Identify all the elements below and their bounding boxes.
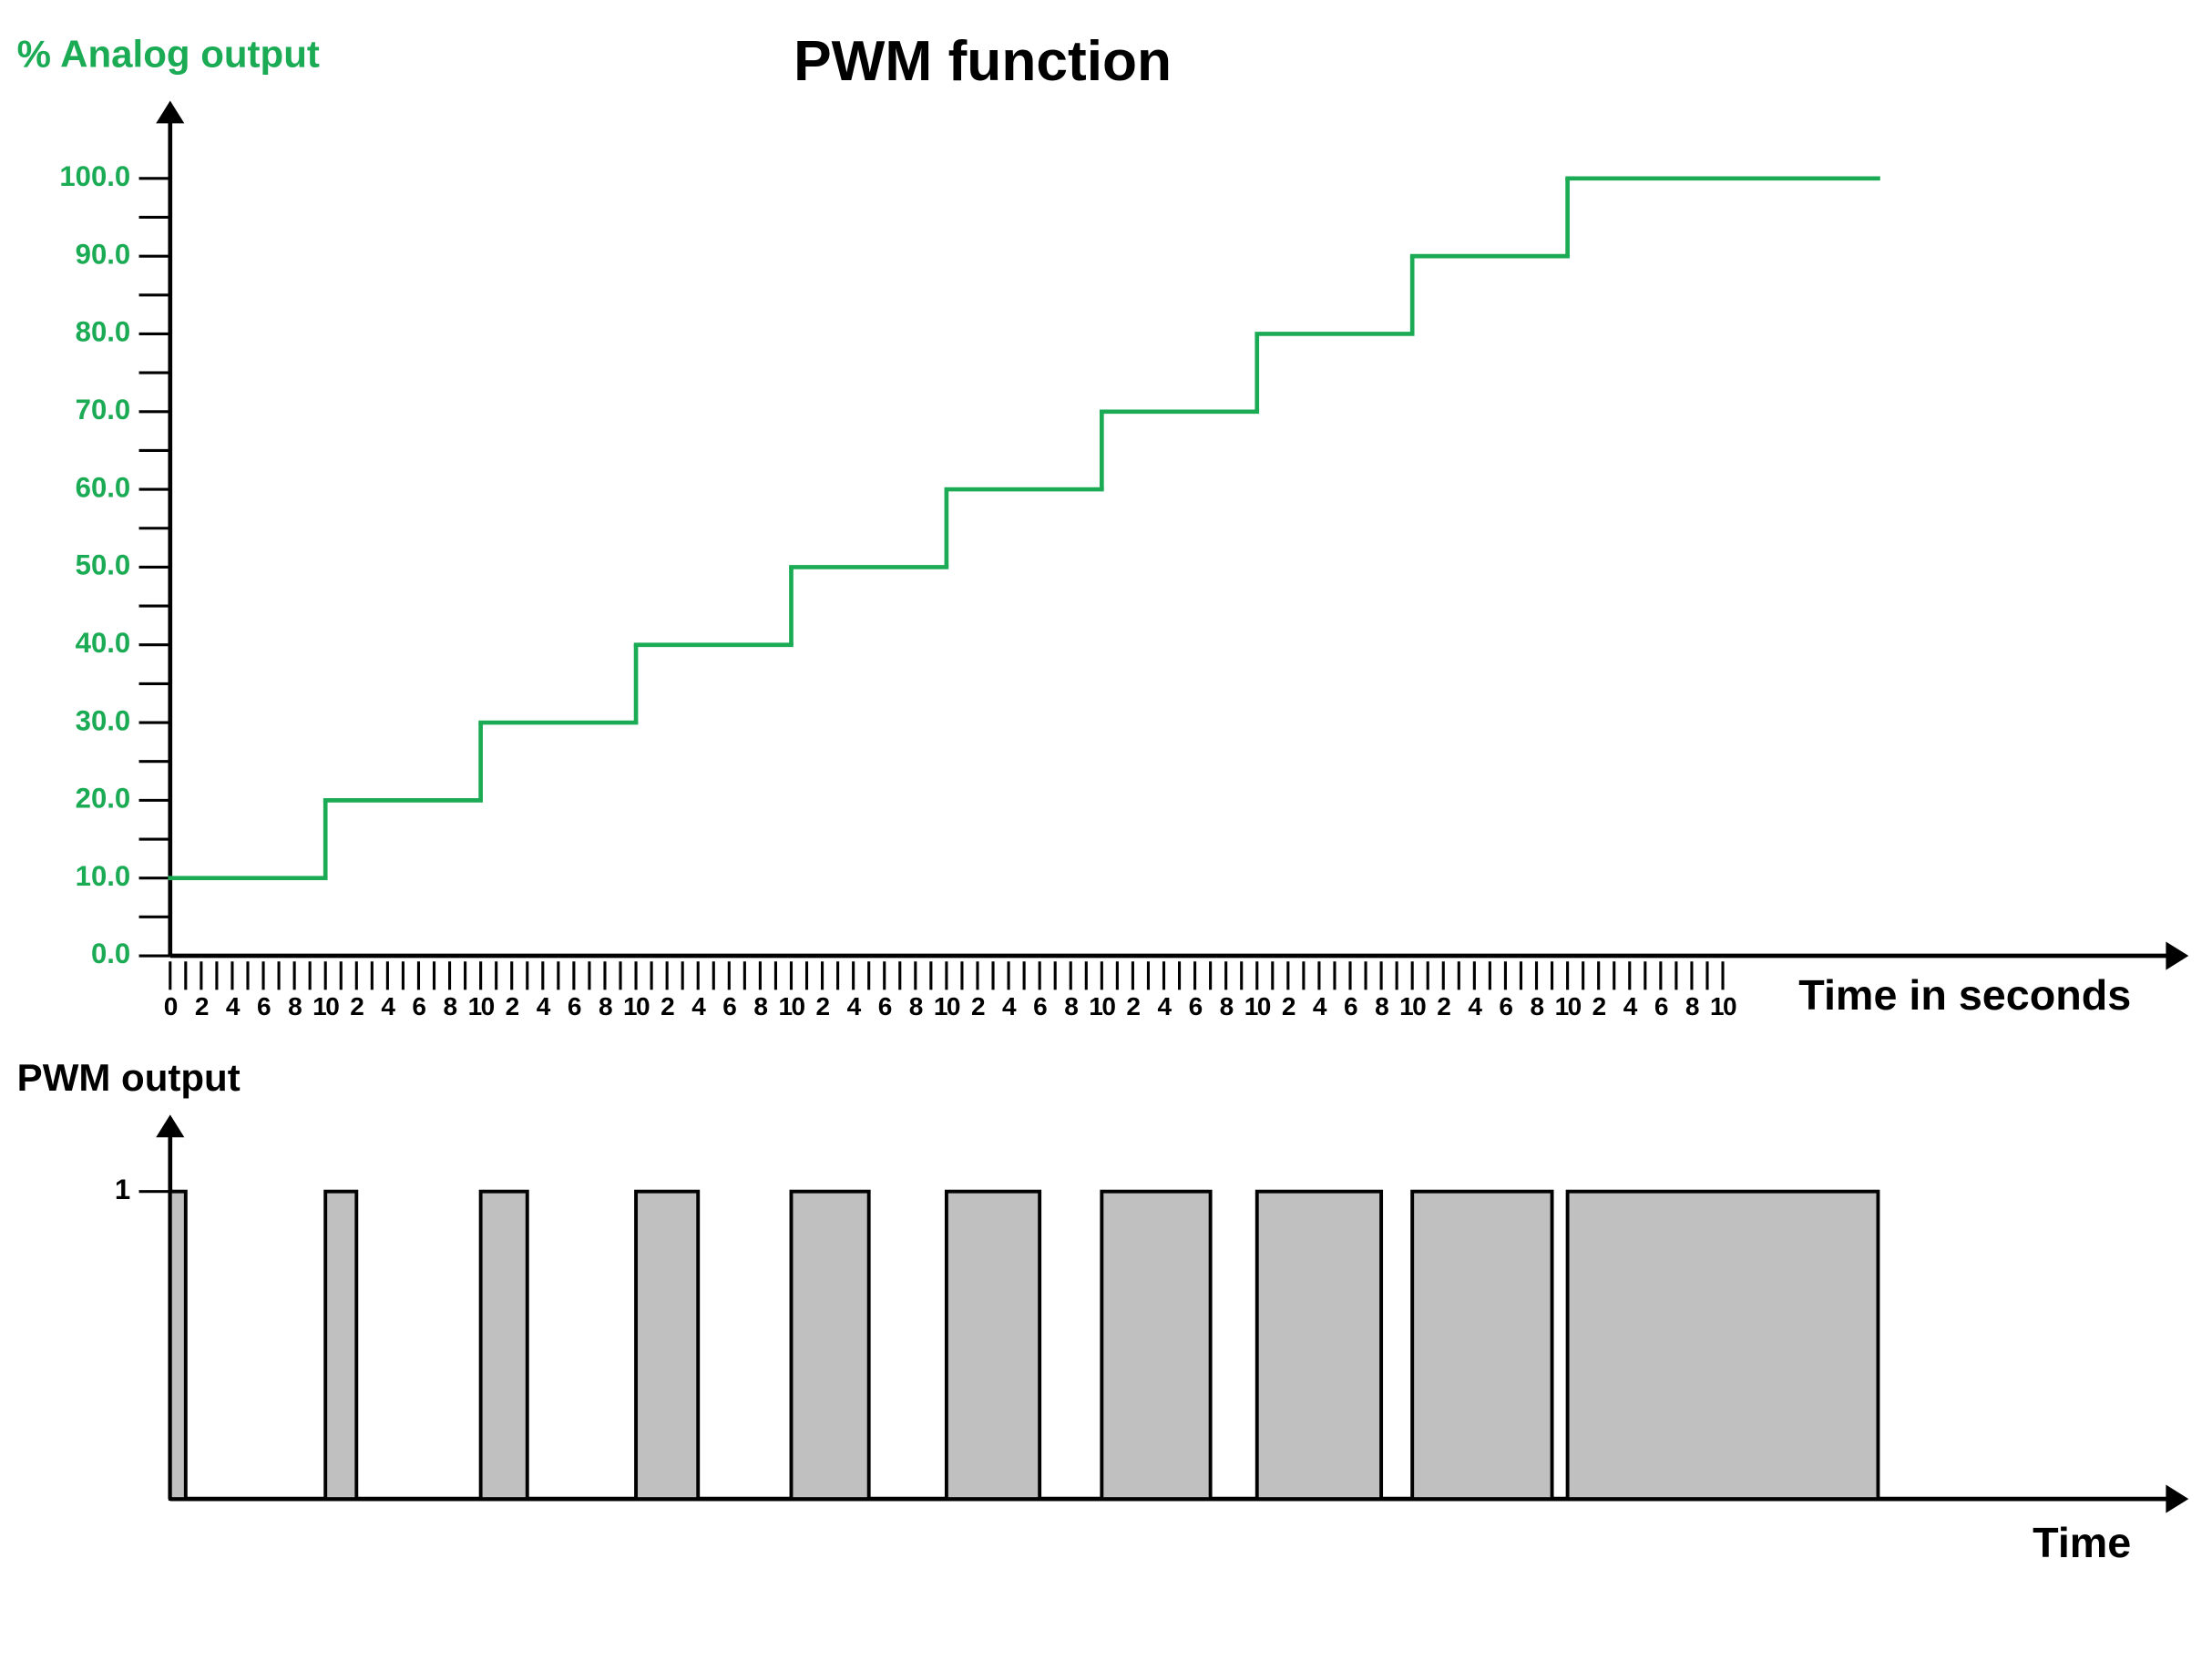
- y-tick-label: 100.0: [59, 160, 130, 192]
- pulse: [944, 1189, 1042, 1502]
- x-tick-label: 4: [226, 992, 241, 1020]
- x-tick-label: 2: [195, 992, 209, 1020]
- pulse: [1100, 1189, 1213, 1502]
- x-tick-label: 6: [1033, 992, 1047, 1020]
- x-tick-label: 2: [1126, 992, 1140, 1020]
- x-tick-label: 6: [568, 992, 581, 1020]
- x-tick-label: 8: [753, 992, 767, 1020]
- x-tick-label: 4: [1313, 992, 1327, 1020]
- x-tick-label: 10: [623, 992, 650, 1020]
- pulse: [1410, 1189, 1554, 1502]
- x-tick-label: 8: [1531, 992, 1544, 1020]
- x-tick-label: 8: [1375, 992, 1388, 1020]
- x-tick-label: 2: [506, 992, 519, 1020]
- y-axis-arrow: [156, 100, 185, 124]
- x-tick-label: 10: [312, 992, 339, 1020]
- y-tick-label: 40.0: [76, 627, 131, 659]
- x-tick-label: 8: [1685, 992, 1699, 1020]
- x-tick-label: 4: [1157, 992, 1172, 1020]
- y-tick-label: 90.0: [76, 238, 131, 270]
- x-tick-label: 10: [1244, 992, 1271, 1020]
- y-tick-label: 50.0: [76, 549, 131, 581]
- x-tick-label: 2: [1592, 992, 1606, 1020]
- pulse: [1254, 1189, 1384, 1502]
- x-tick-label: 8: [909, 992, 923, 1020]
- x-tick-label: 8: [288, 992, 302, 1020]
- x-tick-label: 6: [1344, 992, 1357, 1020]
- y-tick-label: 30.0: [76, 704, 131, 736]
- x-tick-label: 2: [350, 992, 364, 1020]
- pulse: [634, 1189, 701, 1502]
- pulse: [478, 1189, 529, 1502]
- x-tick-label: 10: [1399, 992, 1426, 1020]
- x-tick-label: 6: [722, 992, 736, 1020]
- x-axis-arrow: [2166, 1484, 2189, 1513]
- x-tick-label: 0: [164, 992, 178, 1020]
- x-tick-label: 8: [444, 992, 457, 1020]
- y-tick-label: 0.0: [91, 938, 130, 969]
- x-tick-label: 8: [1064, 992, 1078, 1020]
- x-tick-label: 10: [1089, 992, 1115, 1020]
- x-tick-label: 10: [778, 992, 804, 1020]
- pulse: [789, 1189, 871, 1502]
- x-tick-label: 4: [1623, 992, 1638, 1020]
- chart-title: PWM function: [794, 30, 1172, 93]
- y-tick-label: 60.0: [76, 471, 131, 503]
- pulse: [1565, 1189, 1880, 1502]
- x-tick-label: 4: [1468, 992, 1482, 1020]
- x-tick-label: 10: [1710, 992, 1736, 1020]
- y-tick-label: 20.0: [76, 783, 131, 815]
- y-tick-label: 1: [115, 1174, 130, 1205]
- y-tick-label: 10.0: [76, 860, 131, 892]
- x-tick-label: 4: [691, 992, 706, 1020]
- x-tick-label: 2: [661, 992, 674, 1020]
- x-tick-label: 2: [1282, 992, 1295, 1020]
- y-tick-label: 80.0: [76, 316, 131, 348]
- x-tick-label: 10: [934, 992, 960, 1020]
- x-tick-label: 6: [257, 992, 271, 1020]
- x-tick-label: 2: [971, 992, 985, 1020]
- x-tick-label: 6: [1654, 992, 1668, 1020]
- y-tick-label: 70.0: [76, 394, 131, 426]
- y-axis-label: % Analog output: [17, 32, 320, 75]
- x-tick-label: 2: [816, 992, 830, 1020]
- pulse: [323, 1189, 359, 1502]
- x-axis-arrow: [2166, 941, 2189, 970]
- x-tick-label: 8: [1220, 992, 1234, 1020]
- x-tick-label: 6: [1189, 992, 1203, 1020]
- x-tick-label: 4: [1002, 992, 1017, 1020]
- x-tick-label: 10: [1555, 992, 1582, 1020]
- x-tick-label: 4: [381, 992, 395, 1020]
- x-tick-label: 8: [599, 992, 612, 1020]
- pulse: [168, 1189, 188, 1502]
- x-axis-label: Time in seconds: [1798, 971, 2131, 1019]
- x-tick-label: 6: [1499, 992, 1512, 1020]
- x-tick-label: 6: [878, 992, 892, 1020]
- x-tick-label: 4: [847, 992, 862, 1020]
- x-tick-label: 6: [412, 992, 425, 1020]
- x-tick-label: 4: [537, 992, 551, 1020]
- y-axis-label: PWM output: [17, 1056, 241, 1099]
- y-axis-arrow: [156, 1114, 185, 1138]
- x-tick-label: 2: [1437, 992, 1450, 1020]
- x-tick-label: 10: [468, 992, 495, 1020]
- x-axis-label: Time: [2033, 1519, 2131, 1566]
